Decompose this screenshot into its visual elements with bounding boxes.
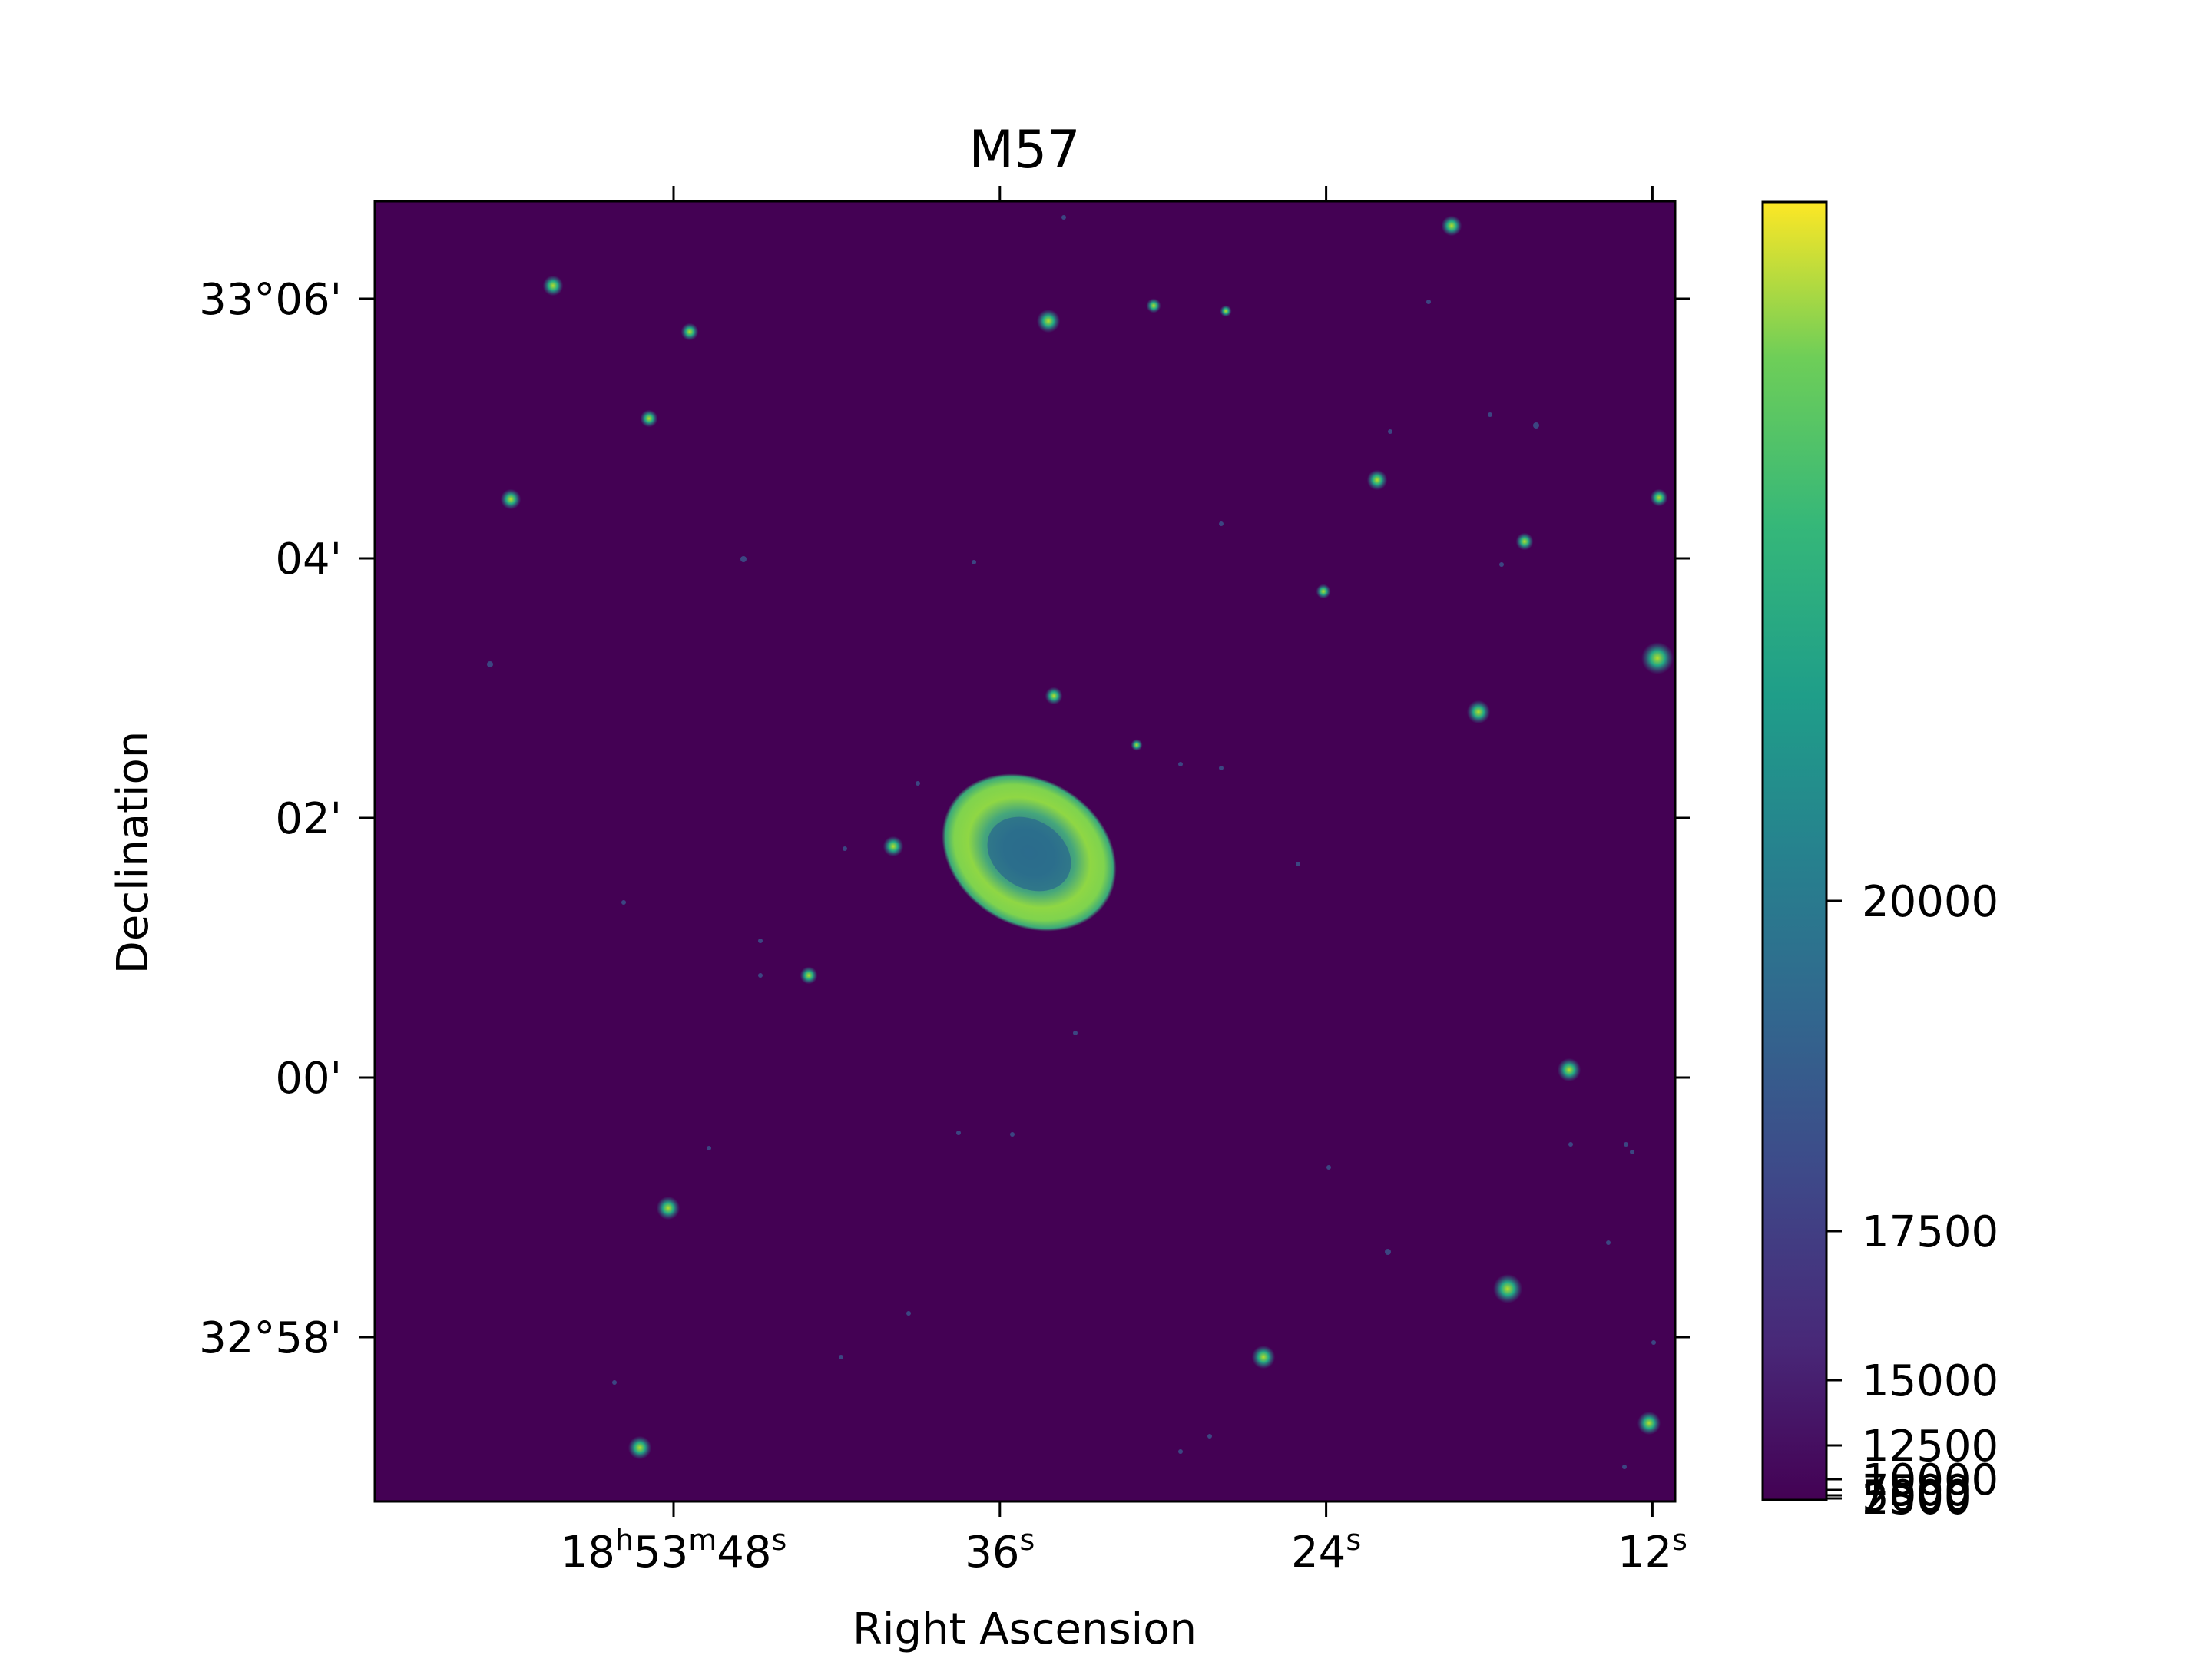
star: [1466, 700, 1491, 724]
faint-star: [758, 973, 763, 978]
faint-star: [1651, 1340, 1656, 1345]
faint-star: [1219, 766, 1224, 770]
star: [1641, 642, 1674, 674]
x-tick-label: 24s: [1291, 1523, 1361, 1578]
y-axis-label: Declination: [108, 731, 158, 975]
y-tick-label: 33°06': [199, 275, 342, 325]
nebula-ring: [942, 773, 1117, 932]
faint-star: [1426, 300, 1431, 304]
faint-star: [1624, 1142, 1628, 1147]
faint-star: [1606, 1240, 1611, 1245]
star: [1131, 739, 1143, 751]
faint-star: [1207, 1434, 1212, 1439]
star: [656, 1196, 680, 1220]
faint-star: [1499, 562, 1504, 567]
x-tick-label: 12s: [1618, 1523, 1687, 1578]
x-tick-label: 36s: [965, 1523, 1035, 1578]
faint-star: [707, 1146, 711, 1150]
star: [1441, 215, 1462, 237]
star: [542, 275, 564, 296]
star: [1650, 488, 1668, 507]
faint-star: [1630, 1150, 1634, 1154]
faint-star: [906, 1311, 911, 1316]
colorbar-tick-label: 7500: [1862, 1466, 1972, 1516]
star: [1557, 1058, 1581, 1082]
faint-star: [843, 846, 847, 851]
faint-star: [1296, 862, 1300, 866]
x-axis-label: Right Ascension: [853, 1604, 1197, 1654]
faint-star: [1385, 1249, 1391, 1255]
faint-star: [1010, 1132, 1015, 1137]
star: [800, 966, 818, 985]
colorbar-tick-label: 5000: [1862, 1472, 1972, 1521]
colorbar-tick-label: 2500: [1862, 1475, 1972, 1525]
colorbar-tick-label: 10000: [1862, 1455, 1998, 1505]
faint-star: [1533, 422, 1539, 429]
faint-star: [916, 781, 920, 786]
star: [1045, 687, 1063, 705]
colorbar-tick-label: 15000: [1862, 1356, 1998, 1406]
star: [640, 409, 658, 428]
faint-star: [1388, 429, 1392, 434]
faint-star: [1073, 1031, 1078, 1035]
faint-star: [839, 1355, 843, 1359]
colorbar-tick-label: 17500: [1862, 1207, 1998, 1257]
faint-star: [1488, 412, 1492, 417]
star: [1220, 305, 1232, 317]
faint-star: [1178, 762, 1183, 766]
faint-star: [1219, 521, 1224, 526]
x-ticks: 18h53m48s 36s 24s 12s: [561, 186, 1687, 1578]
y-ticks: 33°06' 04' 02' 00' 32°58': [199, 275, 1690, 1363]
star: [1316, 584, 1331, 599]
y-tick-label: 32°58': [199, 1313, 342, 1363]
star: [882, 836, 904, 857]
faint-star: [487, 661, 493, 667]
faint-star: [956, 1131, 961, 1135]
colorbar-tick-label: 20000: [1862, 877, 1998, 927]
star: [1366, 469, 1388, 491]
colorbar-tick-label: 12500: [1862, 1422, 1998, 1472]
faint-star: [758, 939, 763, 943]
star: [1036, 309, 1061, 333]
x-tick-label: 18h53m48s: [561, 1523, 787, 1578]
star: [1637, 1411, 1661, 1435]
faint-star: [740, 556, 747, 562]
image-frame: [373, 200, 1677, 1503]
star: [500, 488, 522, 510]
colorbar: [1761, 200, 1828, 1501]
faint-star: [612, 1380, 617, 1385]
y-tick-label: 00': [275, 1054, 342, 1104]
faint-star: [1568, 1142, 1573, 1147]
star: [628, 1435, 652, 1460]
faint-star: [621, 900, 626, 905]
faint-star: [972, 560, 976, 564]
y-tick-label: 04': [275, 535, 342, 584]
faint-star: [1622, 1465, 1627, 1469]
faint-star: [1061, 215, 1066, 220]
chart-title: M57: [969, 120, 1080, 180]
faint-star: [1178, 1449, 1183, 1454]
star: [680, 323, 699, 341]
star-field: [487, 215, 1674, 1469]
y-tick-label: 02': [275, 794, 342, 844]
faint-star: [1326, 1165, 1331, 1170]
star: [1146, 298, 1161, 313]
star: [1493, 1274, 1522, 1303]
star: [1251, 1345, 1276, 1369]
star: [1515, 532, 1534, 551]
